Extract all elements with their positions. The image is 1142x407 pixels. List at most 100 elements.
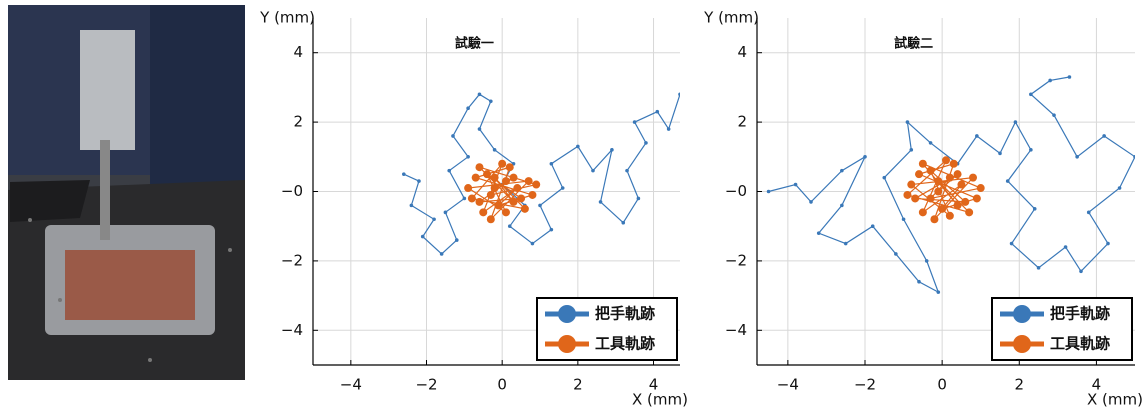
point [977, 184, 985, 192]
point [491, 184, 499, 192]
point [1006, 179, 1010, 183]
point [929, 141, 933, 145]
point [655, 110, 659, 114]
point [1102, 134, 1106, 138]
point [1106, 242, 1110, 246]
point [621, 221, 625, 225]
point [475, 163, 483, 171]
point [610, 148, 614, 152]
point [421, 235, 425, 239]
point [472, 174, 480, 182]
point [447, 169, 451, 173]
point [468, 194, 476, 202]
y-tick-label: −4 [725, 321, 747, 339]
series [903, 156, 984, 223]
legend-label: 工具軌跡 [595, 335, 655, 353]
chart-title: 試驗一 [455, 36, 494, 52]
y-tick-label: 4 [737, 43, 747, 61]
point [463, 197, 467, 201]
x-tick-label: −4 [777, 376, 799, 394]
point [946, 212, 954, 220]
point [1068, 75, 1072, 79]
point [487, 215, 495, 223]
legend-marker [1013, 305, 1031, 323]
point [508, 224, 512, 228]
legend-label: 工具軌跡 [1050, 335, 1110, 353]
x-tick-label: 2 [1015, 376, 1025, 394]
point [934, 177, 942, 185]
y-tick-label: −2 [281, 251, 303, 269]
point [902, 217, 906, 221]
point [907, 181, 915, 189]
y-tick-label: 4 [293, 43, 303, 61]
point [871, 224, 875, 228]
point [440, 252, 444, 256]
point [667, 127, 671, 131]
point [633, 120, 637, 124]
legend-marker [558, 305, 576, 323]
point [1033, 207, 1037, 211]
point [950, 160, 958, 168]
y-tick-label: −0 [281, 182, 303, 200]
x-tick-label: −2 [854, 376, 876, 394]
point [930, 215, 938, 223]
point [840, 169, 844, 173]
point [487, 191, 495, 199]
point [1087, 211, 1091, 215]
point [882, 176, 886, 180]
y-tick-label: −0 [725, 182, 747, 200]
x-axis-label: X (mm) [1087, 391, 1142, 407]
point [491, 174, 499, 182]
point [678, 93, 682, 97]
point [502, 177, 510, 185]
point [561, 186, 565, 190]
point [844, 242, 848, 246]
point [942, 156, 950, 164]
point [927, 194, 935, 202]
x-tick-label: 2 [573, 376, 583, 394]
point [521, 205, 529, 213]
point [917, 280, 921, 284]
point [483, 170, 491, 178]
point [599, 200, 603, 204]
point [1075, 155, 1079, 159]
point [954, 170, 962, 178]
point [513, 184, 521, 192]
point [410, 204, 414, 208]
point [494, 201, 502, 209]
x-tick-label: −2 [415, 376, 437, 394]
point [506, 163, 514, 171]
point [961, 198, 969, 206]
point [903, 191, 911, 199]
point [906, 120, 910, 124]
point [909, 148, 913, 152]
point [455, 238, 459, 242]
point [591, 169, 595, 173]
point [946, 174, 954, 182]
point [911, 194, 919, 202]
point [767, 190, 771, 194]
point [965, 208, 973, 216]
point [998, 152, 1002, 156]
point [550, 228, 554, 232]
point [1079, 270, 1083, 274]
point [925, 259, 929, 263]
point [417, 179, 421, 183]
point [464, 184, 472, 192]
point [1010, 242, 1014, 246]
point [451, 134, 455, 138]
point [794, 183, 798, 187]
point [1048, 79, 1052, 83]
point [1029, 148, 1033, 152]
y-tick-label: −2 [725, 251, 747, 269]
point [1037, 266, 1041, 270]
point [936, 290, 940, 294]
point [531, 242, 535, 246]
point [927, 167, 935, 175]
point [466, 106, 470, 110]
point [644, 141, 648, 145]
point [973, 194, 981, 202]
point [402, 172, 406, 176]
legend-marker [558, 335, 576, 353]
point [840, 204, 844, 208]
